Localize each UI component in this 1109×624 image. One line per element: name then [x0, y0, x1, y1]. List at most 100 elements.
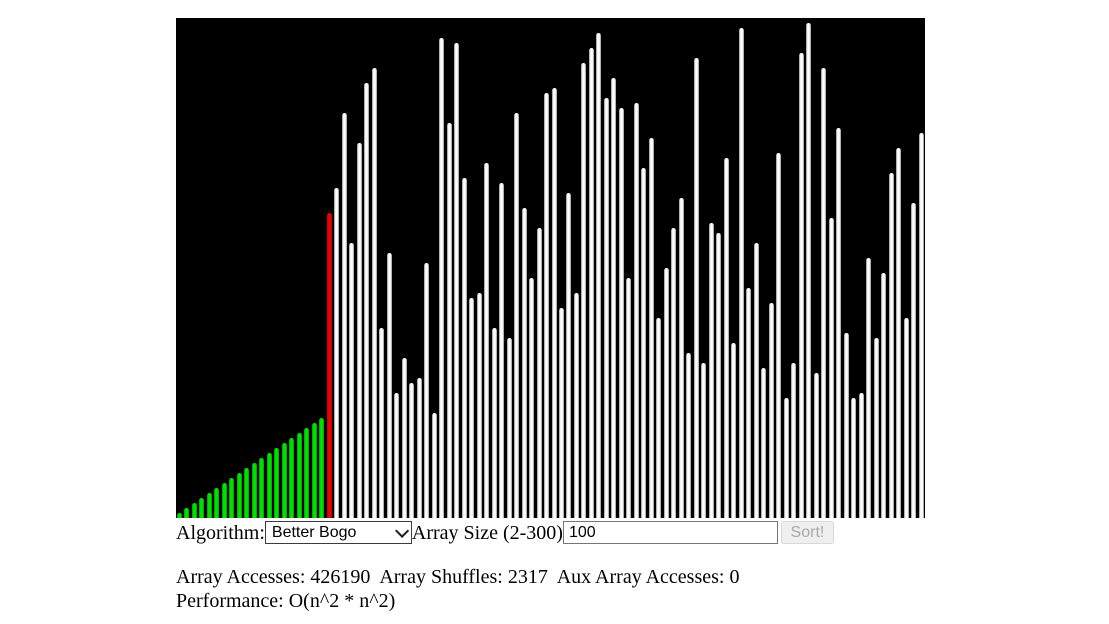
aux-array-accesses-label: Aux Array Accesses:	[556, 566, 725, 588]
stats-line-performance: Performance: O(n^2 * n^2)	[176, 590, 744, 614]
array-bar	[896, 148, 902, 518]
array-bar	[491, 328, 497, 518]
array-bar	[768, 303, 774, 518]
array-bar	[536, 228, 542, 518]
array-bar	[888, 173, 894, 518]
array-bar	[783, 398, 789, 518]
array-bar	[633, 103, 639, 518]
array-bar	[701, 363, 707, 518]
array-bar	[484, 163, 490, 518]
sort-button[interactable]: Sort!	[780, 521, 834, 544]
array-bar	[296, 433, 302, 518]
array-bar	[813, 373, 819, 518]
array-size-input[interactable]	[562, 521, 778, 544]
array-bar	[469, 298, 475, 518]
array-bar	[439, 38, 445, 518]
array-bar	[881, 273, 887, 518]
array-bar	[671, 228, 677, 518]
array-bar	[693, 58, 699, 518]
array-bar	[274, 448, 280, 518]
array-bar	[798, 53, 804, 518]
array-bar	[648, 138, 654, 518]
array-bar	[177, 513, 182, 518]
array-bar	[663, 268, 669, 518]
array-bar	[708, 223, 714, 518]
array-size-label: Array Size (2-300)	[411, 521, 563, 544]
performance-stat: Performance: O(n^2 * n^2)	[176, 590, 395, 612]
chevron-down-icon	[394, 523, 410, 538]
array-bar	[506, 338, 512, 518]
array-bar	[836, 128, 842, 518]
array-bar	[191, 503, 197, 518]
array-bar	[851, 398, 857, 518]
array-bar	[379, 328, 385, 518]
array-bar	[206, 493, 212, 518]
array-shuffles-value: 2317	[507, 566, 548, 588]
array-bar	[289, 438, 295, 518]
array-bar	[259, 458, 265, 518]
array-bar	[746, 288, 752, 518]
array-bar	[618, 108, 624, 518]
array-bar	[544, 93, 549, 518]
array-bar	[731, 343, 737, 518]
array-bar	[476, 293, 482, 518]
array-bar	[446, 123, 452, 518]
stats-block: Array Accesses: 426190 Array Shuffles: 231…	[176, 566, 744, 613]
array-bar	[723, 158, 729, 518]
array-bar	[821, 68, 827, 518]
array-bar	[229, 478, 235, 518]
algorithm-selected-option: Better Bogo	[271, 523, 357, 541]
array-bar	[828, 218, 834, 518]
array-bar	[394, 393, 400, 518]
array-bar	[911, 203, 917, 518]
array-bar	[843, 333, 849, 518]
array-bar	[641, 168, 647, 518]
array-accesses-label: Array Accesses:	[176, 566, 306, 588]
algorithm-select[interactable]: Better Bogo	[264, 521, 412, 544]
array-bar	[588, 48, 594, 518]
array-bar	[514, 113, 520, 518]
array-bar	[686, 353, 692, 518]
aux-array-accesses-value: 0	[729, 566, 740, 588]
array-bar	[918, 133, 924, 518]
array-bar	[873, 338, 879, 518]
stats-line-accesses: Array Accesses: 426190 Array Shuffles: 231…	[176, 566, 744, 590]
array-bar	[603, 98, 609, 518]
controls-row: Algorithm: Better Bogo Array Size (2-300…	[176, 520, 834, 545]
array-bar	[364, 83, 370, 518]
array-bar	[573, 293, 579, 518]
array-bar	[626, 278, 632, 518]
array-bar	[356, 143, 362, 518]
array-bar	[678, 198, 684, 518]
array-bar	[184, 508, 190, 518]
array-bar	[521, 208, 527, 518]
performance-value: O(n^2 * n^2)	[288, 589, 396, 612]
array-bar	[251, 463, 257, 518]
array-bar	[611, 78, 617, 518]
performance-label: Performance:	[176, 589, 284, 612]
aux-array-accesses-stat: Aux Array Accesses: 0	[557, 566, 740, 588]
array-bar	[716, 233, 722, 518]
array-bar	[738, 28, 744, 518]
array-bar	[858, 393, 864, 518]
array-bar	[266, 453, 272, 518]
array-bar	[431, 413, 437, 518]
array-bar	[499, 183, 505, 518]
array-shuffles-label: Array Shuffles:	[379, 566, 503, 588]
array-bar	[409, 383, 415, 518]
array-bar	[791, 363, 797, 518]
array-bar	[761, 368, 767, 518]
array-accesses-stat: Array Accesses: 426190	[176, 566, 370, 588]
algorithm-label: Algorithm:	[176, 521, 265, 544]
array-bar	[776, 153, 782, 518]
array-bar	[334, 188, 340, 518]
array-accesses-value: 426190	[310, 566, 371, 588]
array-bar	[341, 113, 347, 518]
array-bar	[596, 33, 602, 518]
array-bar	[199, 498, 205, 518]
array-bar	[424, 263, 430, 518]
array-bar	[311, 423, 317, 518]
array-bar	[349, 243, 355, 518]
array-bar	[386, 253, 392, 518]
array-bar	[454, 43, 460, 518]
